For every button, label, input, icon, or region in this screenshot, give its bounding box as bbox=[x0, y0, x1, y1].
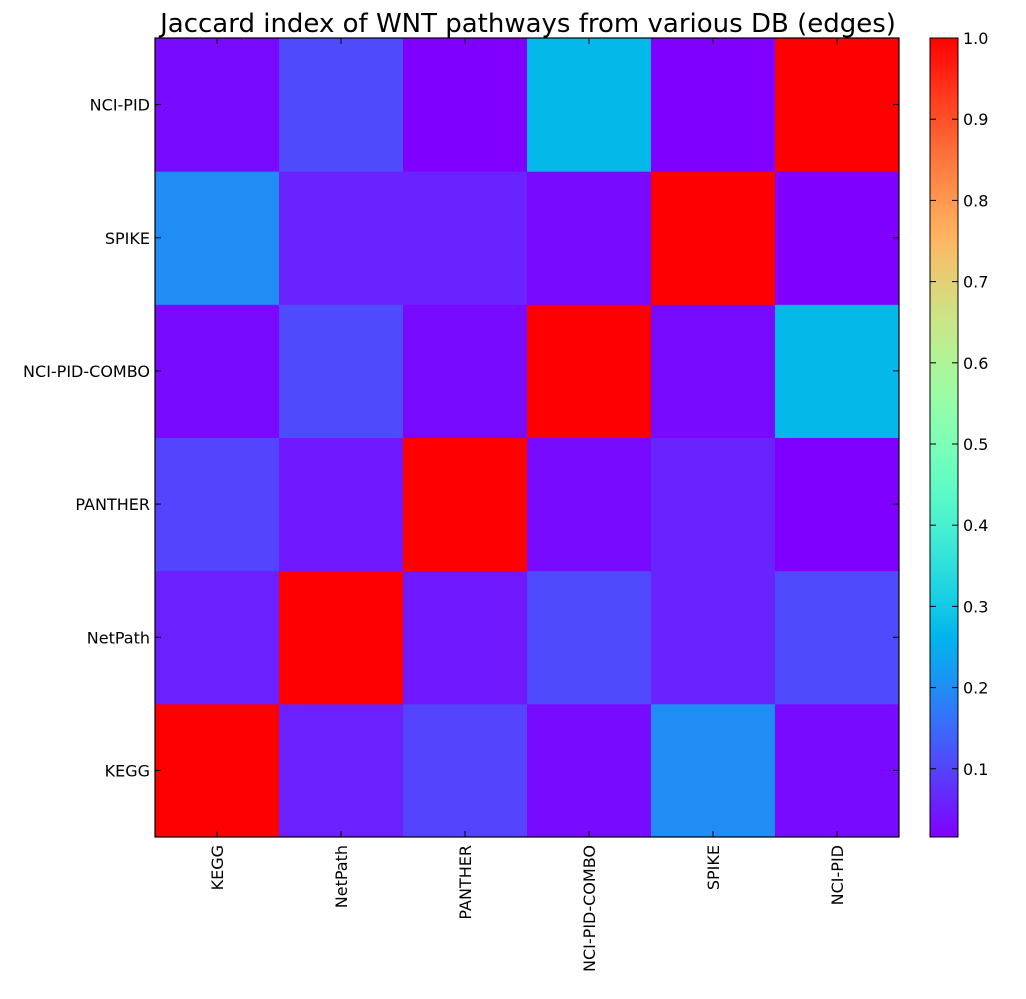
heatmap-cell bbox=[775, 38, 900, 172]
colorbar-tick-label: 0.9 bbox=[963, 110, 988, 129]
heatmap-cell bbox=[279, 171, 404, 305]
heatmap-cell bbox=[651, 38, 776, 172]
x-tick-label: NetPath bbox=[332, 845, 351, 908]
heatmap-cell bbox=[403, 703, 528, 838]
heatmap-cell bbox=[527, 703, 652, 838]
y-axis: KEGG NetPath PANTHER NCI-PID-COMBO SPIKE NCI-… bbox=[23, 96, 899, 780]
colorbar-tick-label: 0.8 bbox=[963, 191, 988, 210]
heatmap-cell bbox=[155, 171, 280, 305]
y-tick-label: SPIKE bbox=[105, 229, 150, 248]
x-tick-label: NCI-PID bbox=[828, 845, 847, 905]
heatmap-cell bbox=[403, 570, 528, 705]
heatmap-cells bbox=[155, 38, 900, 838]
heatmap-cell bbox=[155, 38, 280, 172]
heatmap-cell bbox=[403, 171, 528, 305]
heatmap-cell bbox=[527, 38, 652, 172]
x-tick-label: SPIKE bbox=[704, 845, 723, 890]
colorbar-ticks: 0.1 0.2 0.3 0.4 0.5 0.6 0.7 0.8 0.9 1.0 bbox=[930, 29, 988, 779]
y-tick-label: KEGG bbox=[105, 761, 150, 780]
colorbar-tick-label: 0.4 bbox=[963, 516, 988, 535]
y-tick-label: NetPath bbox=[87, 628, 150, 647]
heatmap-cell bbox=[279, 437, 404, 572]
y-tick-label: PANTHER bbox=[75, 495, 150, 514]
colorbar-tick-label: 1.0 bbox=[963, 29, 988, 48]
heatmap-cell bbox=[651, 437, 776, 572]
heatmap-cell bbox=[403, 38, 528, 172]
heatmap-cell bbox=[651, 304, 776, 438]
x-tick-label: PANTHER bbox=[456, 845, 475, 920]
heatmap-cell bbox=[651, 570, 776, 705]
heatmap-cell bbox=[651, 703, 776, 838]
colorbar-tick-label: 0.2 bbox=[963, 679, 988, 698]
heatmap-cell bbox=[527, 304, 652, 438]
heatmap-cell bbox=[775, 703, 900, 838]
colorbar-tick-label: 0.3 bbox=[963, 597, 988, 616]
heatmap-cell bbox=[775, 171, 900, 305]
heatmap-cell bbox=[403, 437, 528, 572]
colorbar bbox=[929, 37, 959, 838]
y-tick-label: NCI-PID bbox=[90, 96, 150, 115]
heatmap-cell bbox=[279, 703, 404, 838]
heatmap-cell bbox=[279, 38, 404, 172]
colorbar-tick-label: 0.7 bbox=[963, 273, 988, 292]
x-axis: KEGG NetPath PANTHER NCI-PID-COMBO SPIKE NCI-… bbox=[208, 38, 847, 972]
plot-frame bbox=[154, 37, 900, 838]
colorbar-tick-label: 0.5 bbox=[963, 435, 988, 454]
heatmap-cell bbox=[155, 703, 280, 838]
heatmap-cell bbox=[775, 304, 900, 438]
heatmap-cell bbox=[403, 304, 528, 438]
x-tick-label: KEGG bbox=[208, 845, 227, 890]
x-tick-label: NCI-PID-COMBO bbox=[580, 845, 599, 972]
heatmap-cell bbox=[155, 304, 280, 438]
heatmap-cell bbox=[155, 437, 280, 572]
heatmap-cell bbox=[279, 304, 404, 438]
heatmap-cell bbox=[155, 570, 280, 705]
heatmap-cell bbox=[775, 437, 900, 572]
heatmap-cell bbox=[527, 570, 652, 705]
heatmap-cell bbox=[651, 171, 776, 305]
chart-title: Jaccard index of WNT pathways from vario… bbox=[158, 9, 896, 39]
heatmap-cell bbox=[775, 570, 900, 705]
colorbar-tick-label: 0.6 bbox=[963, 354, 988, 373]
y-tick-label: NCI-PID-COMBO bbox=[23, 362, 150, 381]
colorbar-tick-label: 0.1 bbox=[963, 760, 988, 779]
heatmap-cell bbox=[527, 437, 652, 572]
heatmap-cell bbox=[279, 570, 404, 705]
heatmap-cell bbox=[527, 171, 652, 305]
